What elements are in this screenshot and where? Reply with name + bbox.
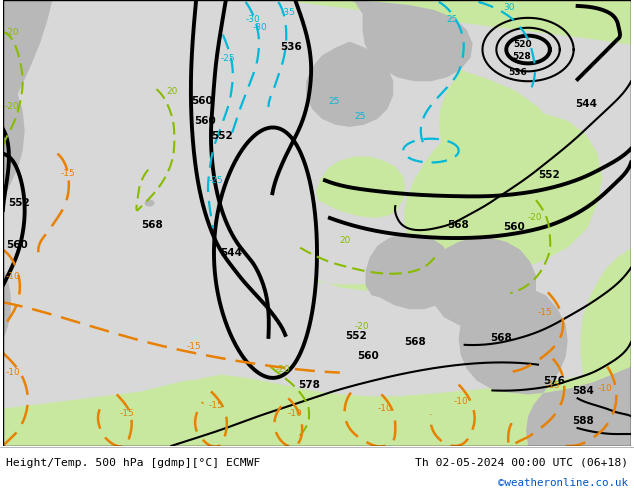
Polygon shape	[310, 111, 602, 293]
Text: -15: -15	[60, 170, 75, 178]
Text: 536: 536	[280, 42, 302, 51]
Text: 568: 568	[447, 220, 469, 230]
Text: 560: 560	[358, 351, 379, 361]
Text: -15: -15	[186, 342, 201, 351]
Polygon shape	[141, 374, 518, 446]
Text: -30: -30	[245, 15, 261, 24]
Text: Th 02-05-2024 00:00 UTC (06+18): Th 02-05-2024 00:00 UTC (06+18)	[415, 458, 628, 468]
Text: -10: -10	[287, 409, 302, 418]
Ellipse shape	[145, 199, 155, 207]
Text: 568: 568	[404, 337, 426, 347]
Text: -30: -30	[252, 23, 268, 32]
Text: 568: 568	[491, 333, 512, 343]
Text: ©weatheronline.co.uk: ©weatheronline.co.uk	[498, 478, 628, 488]
Text: 584: 584	[573, 387, 595, 396]
Text: 568: 568	[141, 220, 164, 230]
Text: -15: -15	[209, 401, 224, 410]
Text: 552: 552	[8, 198, 30, 208]
Text: 560: 560	[6, 240, 28, 250]
Polygon shape	[439, 70, 560, 188]
Text: 576: 576	[543, 376, 565, 387]
Text: -10: -10	[6, 272, 21, 281]
Text: 544: 544	[576, 99, 598, 109]
Text: -15: -15	[538, 308, 553, 317]
Text: -20: -20	[354, 322, 369, 331]
Polygon shape	[280, 0, 631, 45]
Text: 544: 544	[220, 247, 242, 258]
Polygon shape	[3, 0, 53, 119]
Text: 552: 552	[538, 171, 560, 180]
Text: -35: -35	[280, 8, 295, 17]
Polygon shape	[581, 248, 631, 446]
Text: -20: -20	[528, 213, 543, 222]
Text: 560: 560	[191, 96, 213, 106]
Polygon shape	[316, 157, 405, 218]
Polygon shape	[3, 0, 32, 46]
Text: -10: -10	[6, 368, 21, 376]
Text: 536: 536	[508, 68, 527, 77]
Text: 30: 30	[503, 3, 515, 12]
Text: 20: 20	[340, 236, 351, 245]
Text: -20: -20	[5, 102, 20, 111]
Text: Height/Temp. 500 hPa [gdmp][°C] ECMWF: Height/Temp. 500 hPa [gdmp][°C] ECMWF	[6, 458, 261, 468]
Text: -10: -10	[377, 404, 392, 413]
Text: -10: -10	[597, 384, 612, 393]
Text: 25: 25	[354, 112, 366, 121]
Polygon shape	[347, 0, 472, 81]
Text: 520: 520	[513, 40, 532, 49]
Text: 552: 552	[345, 331, 366, 341]
Polygon shape	[3, 367, 631, 446]
Text: 578: 578	[298, 380, 320, 391]
Text: -20: -20	[5, 27, 20, 37]
Polygon shape	[366, 234, 455, 309]
Text: -15: -15	[546, 381, 560, 391]
Text: 588: 588	[573, 416, 595, 426]
Polygon shape	[280, 0, 631, 45]
Polygon shape	[458, 285, 631, 446]
Text: -10: -10	[454, 397, 469, 406]
Text: 20: 20	[166, 87, 178, 96]
Text: -25: -25	[209, 176, 224, 185]
Text: 552: 552	[211, 131, 233, 141]
Polygon shape	[306, 42, 393, 127]
Text: -25: -25	[221, 54, 235, 63]
Text: 25: 25	[447, 15, 458, 24]
Text: 560: 560	[194, 116, 216, 126]
Polygon shape	[429, 238, 536, 329]
Polygon shape	[3, 70, 25, 228]
Text: 528: 528	[512, 52, 531, 61]
Text: 560: 560	[503, 222, 525, 232]
Text: 25: 25	[328, 97, 339, 106]
Text: -20: -20	[275, 365, 290, 373]
Text: -15: -15	[120, 409, 134, 418]
Polygon shape	[3, 268, 11, 387]
